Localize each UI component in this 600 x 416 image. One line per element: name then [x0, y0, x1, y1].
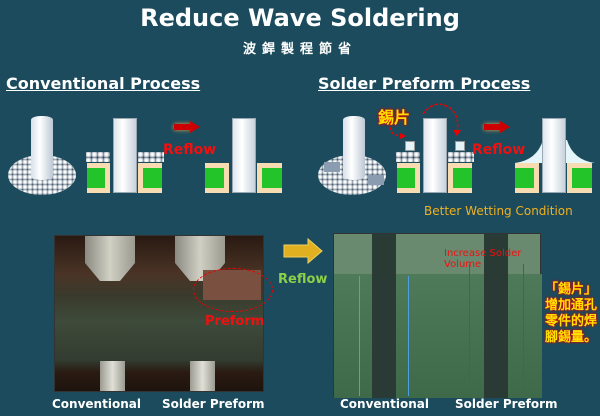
page-title: Reduce Wave Soldering	[140, 4, 460, 32]
dashed-arrows-icon	[389, 103, 461, 139]
solder-balls-right	[138, 152, 164, 162]
pin-right	[484, 234, 508, 398]
solder-balls-right	[448, 152, 474, 162]
pin-after	[542, 118, 566, 193]
pin-cylinder	[31, 116, 53, 180]
photo-after-reflow: Increase Solder Volume	[333, 233, 542, 398]
reflow-label: Reflow	[163, 142, 217, 158]
preform-diagram: 錫片 Reflow Better Wetting Condition	[310, 100, 600, 218]
pad-left	[87, 163, 110, 193]
pad-right	[448, 163, 472, 193]
photo-before-reflow: Preform	[54, 235, 273, 392]
pin-left	[372, 234, 396, 398]
caption-conventional-right: Conventional	[340, 397, 429, 411]
pin	[423, 118, 447, 193]
arrow-right-icon	[174, 121, 200, 133]
arrow-right-icon	[283, 237, 323, 265]
preform-heading: Solder Preform Process	[318, 74, 531, 93]
caption-preform-left: Solder Preform	[162, 397, 265, 411]
pin-cylinder	[343, 116, 365, 180]
solder-balls-left	[396, 152, 420, 162]
reflow-label: Reflow	[472, 142, 526, 158]
arrow-right-icon	[484, 121, 510, 133]
side-note: 「錫片」增加通孔零件的焊腳錫量。	[544, 282, 597, 345]
solder-balls-left	[86, 152, 110, 162]
conventional-heading: Conventional Process	[6, 74, 201, 93]
fillet-right	[469, 264, 524, 396]
wetting-note: Better Wetting Condition	[424, 204, 573, 218]
increase-volume-label: Increase Solder Volume	[444, 248, 522, 270]
pad-right-after	[567, 163, 592, 193]
preform-left	[405, 141, 415, 151]
pad-right-after	[257, 163, 282, 193]
preform-block	[324, 162, 340, 172]
preform-block	[368, 175, 384, 185]
page-subtitle: 波銲製程節省	[242, 42, 357, 57]
conventional-diagram: Reflow	[0, 100, 300, 200]
pin	[113, 118, 137, 193]
preform-right	[455, 141, 465, 151]
pad-left	[397, 163, 420, 193]
caption-conventional-left: Conventional	[52, 397, 141, 411]
pin-after	[232, 118, 256, 193]
pin-top-left	[85, 236, 135, 281]
preform-label: Preform	[205, 314, 265, 329]
caption-preform-right: Solder Preform	[455, 397, 558, 411]
reflow-label-photo: Reflow	[278, 272, 328, 287]
fillet-left	[359, 276, 409, 396]
pin-bottom-right	[190, 361, 215, 391]
pad-right	[138, 163, 162, 193]
preform-circle	[193, 268, 273, 312]
pad-left-after	[205, 163, 229, 193]
pin-bottom-left	[100, 361, 125, 391]
preform-tag: 錫片	[378, 108, 411, 127]
pad-left-after	[515, 163, 539, 193]
